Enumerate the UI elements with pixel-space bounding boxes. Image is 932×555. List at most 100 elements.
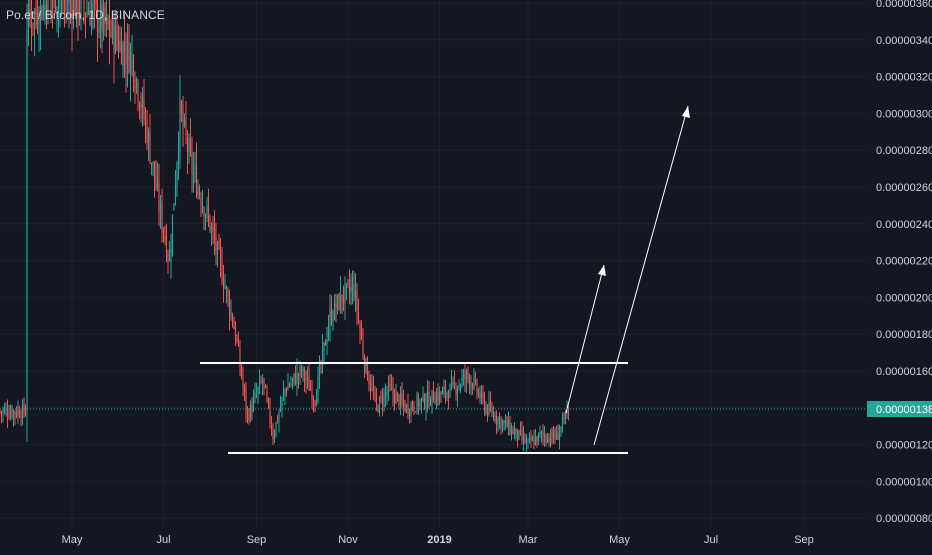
candle[interactable]: [564, 409, 567, 425]
candle[interactable]: [41, 4, 43, 21]
candle[interactable]: [510, 423, 513, 441]
candle[interactable]: [318, 355, 321, 389]
candle[interactable]: [77, 0, 79, 41]
candle[interactable]: [9, 404, 12, 421]
candle[interactable]: [464, 363, 466, 393]
candle[interactable]: [243, 383, 246, 401]
candle[interactable]: [254, 382, 256, 404]
candle[interactable]: [567, 405, 570, 421]
candle[interactable]: [105, 0, 108, 38]
candle[interactable]: [492, 405, 495, 421]
candle[interactable]: [182, 96, 184, 147]
candle[interactable]: [257, 386, 259, 404]
candle[interactable]: [27, 0, 30, 46]
candle[interactable]: [489, 391, 492, 413]
candle[interactable]: [561, 412, 564, 433]
candle[interactable]: [285, 387, 288, 397]
candle[interactable]: [102, 0, 105, 41]
candle[interactable]: [95, 0, 97, 11]
candle[interactable]: [260, 375, 262, 385]
candle[interactable]: [506, 415, 508, 428]
candle[interactable]: [225, 285, 228, 304]
candle[interactable]: [177, 131, 180, 181]
candle[interactable]: [368, 370, 370, 392]
candle[interactable]: [336, 294, 339, 315]
candle[interactable]: [156, 162, 159, 192]
candle[interactable]: [68, 0, 70, 29]
candle[interactable]: [141, 87, 144, 127]
candle[interactable]: [311, 379, 313, 409]
candle[interactable]: [554, 427, 556, 445]
candle[interactable]: [302, 365, 304, 382]
candle[interactable]: [476, 378, 478, 400]
candle[interactable]: [546, 432, 549, 444]
candles[interactable]: [0, 0, 570, 453]
candle[interactable]: [212, 216, 214, 245]
candle[interactable]: [383, 387, 385, 412]
candle[interactable]: [563, 412, 565, 425]
candle[interactable]: [462, 369, 465, 386]
candle[interactable]: [117, 24, 120, 59]
candle[interactable]: [398, 393, 400, 410]
candle[interactable]: [416, 391, 418, 415]
candle[interactable]: [266, 384, 268, 403]
candle[interactable]: [522, 426, 525, 452]
candle[interactable]: [258, 369, 261, 394]
candle[interactable]: [104, 2, 106, 37]
candle[interactable]: [128, 24, 130, 75]
candle[interactable]: [207, 188, 210, 228]
candle[interactable]: [410, 401, 412, 423]
candle[interactable]: [32, 22, 34, 36]
candle[interactable]: [83, 0, 85, 25]
candle[interactable]: [171, 214, 174, 257]
candle[interactable]: [329, 293, 331, 342]
candle[interactable]: [50, 0, 52, 24]
candle[interactable]: [0, 410, 3, 424]
candle[interactable]: [528, 432, 531, 444]
candle[interactable]: [213, 210, 216, 255]
candle[interactable]: [38, 6, 40, 52]
candle[interactable]: [404, 399, 406, 413]
candle[interactable]: [551, 427, 553, 445]
candle[interactable]: [525, 434, 528, 453]
candle[interactable]: [482, 385, 484, 405]
candle[interactable]: [158, 164, 160, 227]
candle[interactable]: [347, 278, 349, 288]
candle[interactable]: [477, 387, 480, 398]
candle[interactable]: [458, 379, 460, 391]
candle[interactable]: [12, 408, 15, 427]
candle[interactable]: [219, 237, 222, 278]
candle[interactable]: [204, 212, 207, 231]
candle[interactable]: [293, 373, 295, 387]
candle[interactable]: [399, 386, 402, 416]
candle[interactable]: [417, 392, 420, 415]
candle[interactable]: [501, 418, 504, 433]
candle[interactable]: [261, 373, 264, 396]
candle[interactable]: [513, 422, 516, 440]
candle[interactable]: [246, 406, 249, 424]
candle[interactable]: [263, 377, 265, 396]
candle[interactable]: [33, 7, 36, 57]
candle[interactable]: [92, 0, 94, 30]
candle[interactable]: [222, 264, 225, 303]
candle[interactable]: [26, 3, 28, 442]
candle[interactable]: [107, 14, 109, 31]
candle[interactable]: [108, 0, 111, 65]
candle[interactable]: [44, 0, 46, 25]
candle[interactable]: [440, 391, 442, 403]
candle[interactable]: [549, 429, 552, 448]
candle[interactable]: [279, 395, 282, 412]
candle[interactable]: [203, 205, 205, 231]
candle[interactable]: [264, 384, 267, 389]
candle[interactable]: [332, 309, 334, 331]
candle[interactable]: [159, 194, 162, 229]
candle[interactable]: [497, 415, 499, 432]
candle[interactable]: [413, 401, 415, 416]
candle[interactable]: [470, 375, 472, 396]
candle[interactable]: [324, 339, 327, 346]
candle[interactable]: [201, 189, 204, 214]
candle[interactable]: [519, 421, 522, 436]
candle[interactable]: [132, 53, 135, 93]
candle[interactable]: [366, 356, 369, 381]
